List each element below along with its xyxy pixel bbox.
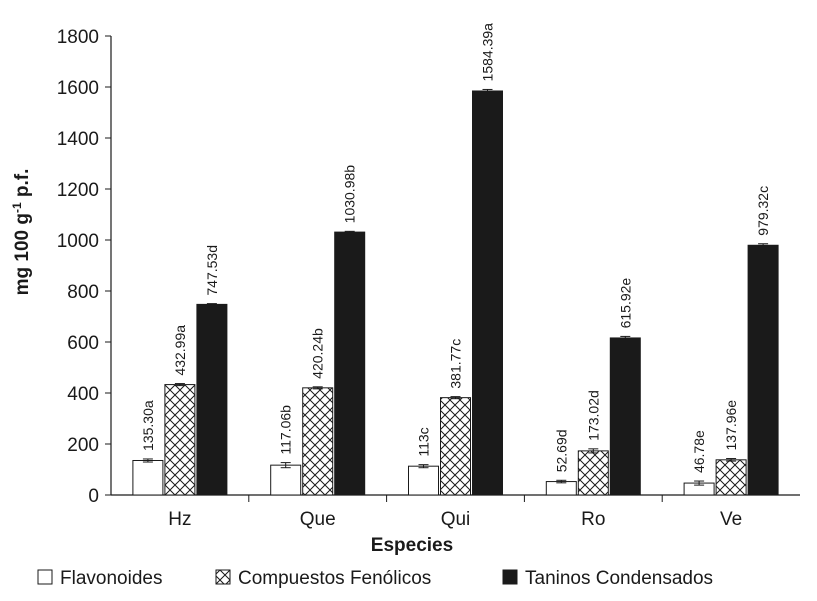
bar xyxy=(440,397,471,496)
y-tick-label: 600 xyxy=(67,333,99,354)
x-tick-label: Ro xyxy=(581,509,605,530)
bar xyxy=(545,481,577,496)
y-tick-label: 1400 xyxy=(57,129,99,150)
data-label: 747.53d xyxy=(204,245,220,296)
bar xyxy=(472,90,503,496)
data-label: 432.99a xyxy=(172,325,188,376)
x-tick-label: Ve xyxy=(720,509,742,530)
bar xyxy=(577,450,609,496)
data-label: 113c xyxy=(416,427,432,456)
bar xyxy=(302,387,334,496)
bar xyxy=(747,244,779,496)
legend-swatch xyxy=(502,569,518,585)
x-tick-label: Qui xyxy=(441,509,471,530)
bar xyxy=(334,231,366,496)
data-label: 1030.98b xyxy=(342,165,358,224)
legend-label: Compuestos Fenólicos xyxy=(238,568,431,589)
legend: Flavonoides Compuestos Fenólicos Taninos C… xyxy=(37,568,713,589)
data-label: 137.96e xyxy=(723,400,739,451)
data-label: 117.06b xyxy=(278,405,294,455)
y-tick-label: 200 xyxy=(67,435,99,456)
bar xyxy=(408,465,439,496)
x-axis-label: Especies xyxy=(371,535,453,556)
y-axis-label: mg 100 g-1 p.f. xyxy=(10,169,33,296)
x-tick-label: Hz xyxy=(168,509,191,530)
data-label: 381.77c xyxy=(448,339,464,389)
y-tick-label: 1600 xyxy=(57,78,99,99)
bar xyxy=(196,303,228,496)
y-tick-label: 800 xyxy=(67,282,99,303)
data-label: 979.32c xyxy=(755,186,771,236)
y-tick-label: 1000 xyxy=(57,231,99,252)
bar xyxy=(270,464,302,496)
legend-label: Flavonoides xyxy=(60,568,162,589)
data-label: 135.30a xyxy=(140,400,156,451)
data-label: 173.02d xyxy=(585,390,601,441)
data-label: 46.78e xyxy=(691,430,707,473)
data-label: 420.24b xyxy=(310,328,326,379)
bar xyxy=(132,459,164,496)
data-label: 615.92e xyxy=(617,278,633,329)
bar xyxy=(609,337,641,496)
y-tick-label: 1800 xyxy=(57,27,99,48)
bar xyxy=(164,384,196,496)
data-label: 1584.39a xyxy=(480,23,496,82)
bar xyxy=(715,459,747,496)
data-label: 52.69d xyxy=(553,429,569,472)
y-tick-label: 0 xyxy=(88,486,99,507)
y-tick-label: 400 xyxy=(67,384,99,405)
y-tick-label: 1200 xyxy=(57,180,99,201)
legend-label: Taninos Condensados xyxy=(525,568,713,589)
x-tick-label: Que xyxy=(300,509,336,530)
legend-swatch xyxy=(215,569,231,585)
legend-swatch xyxy=(37,569,53,585)
